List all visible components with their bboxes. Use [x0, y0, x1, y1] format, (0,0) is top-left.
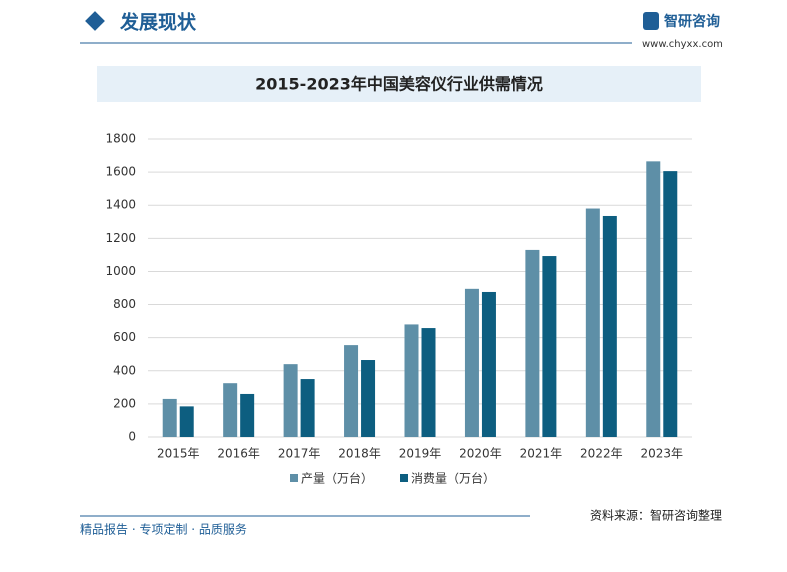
bar — [602, 215, 617, 437]
y-tick-label: 1600 — [105, 165, 136, 179]
section-title: 发展现状 — [119, 11, 197, 34]
bar — [464, 288, 479, 437]
y-tick-label: 800 — [113, 297, 136, 311]
bar — [283, 364, 298, 437]
y-tick-label: 1000 — [105, 264, 136, 278]
bar — [585, 208, 600, 437]
bar — [361, 360, 376, 437]
bar — [223, 383, 238, 437]
legend-swatch — [290, 474, 298, 482]
chart-title: 2015-2023年中国美容仪行业供需情况 — [255, 75, 543, 94]
bar — [421, 328, 436, 437]
y-tick-label: 1200 — [105, 231, 136, 245]
bar — [646, 161, 661, 437]
bar — [542, 256, 557, 437]
x-tick-label: 2023年 — [641, 447, 684, 461]
bar — [179, 406, 194, 437]
bar — [300, 379, 315, 437]
x-tick-label: 2017年 — [278, 447, 321, 461]
x-tick-label: 2019年 — [399, 447, 442, 461]
brand-url: www.chyxx.com — [642, 39, 723, 50]
y-tick-label: 0 — [128, 430, 136, 444]
bar — [663, 171, 678, 437]
x-tick-label: 2016年 — [217, 447, 260, 461]
x-tick-label: 2018年 — [338, 447, 381, 461]
x-tick-label: 2022年 — [580, 447, 623, 461]
plot: 0 200 400 600 800 1000 1200 1400 1600 1800 2015年 20… — [105, 132, 692, 486]
y-tick-label: 400 — [113, 363, 136, 377]
header-icon — [85, 11, 105, 31]
brand-logo — [643, 12, 659, 30]
x-tick-label: 2015年 — [157, 447, 200, 461]
footer-slogan: 精品报告 · 专项定制 · 品质服务 — [80, 522, 247, 537]
bar — [344, 345, 359, 437]
bar — [404, 324, 419, 437]
y-tick-label: 600 — [113, 330, 136, 344]
bar — [240, 393, 255, 437]
footer-source: 资料来源：智研咨询整理 — [590, 508, 722, 523]
legend-label: 消费量（万台） — [411, 471, 495, 486]
x-tick-label: 2020年 — [459, 447, 502, 461]
legend-label: 产量（万台） — [301, 471, 373, 486]
bar — [162, 398, 177, 437]
y-tick-label: 1400 — [105, 198, 136, 212]
legend-swatch — [400, 474, 408, 482]
x-tick-label: 2021年 — [520, 447, 563, 461]
y-tick-label: 1800 — [105, 132, 136, 146]
title-band — [97, 66, 701, 102]
y-tick-label: 200 — [113, 396, 136, 410]
brand-name: 智研咨询 — [663, 13, 720, 30]
bar — [525, 249, 540, 437]
bar — [481, 291, 496, 437]
